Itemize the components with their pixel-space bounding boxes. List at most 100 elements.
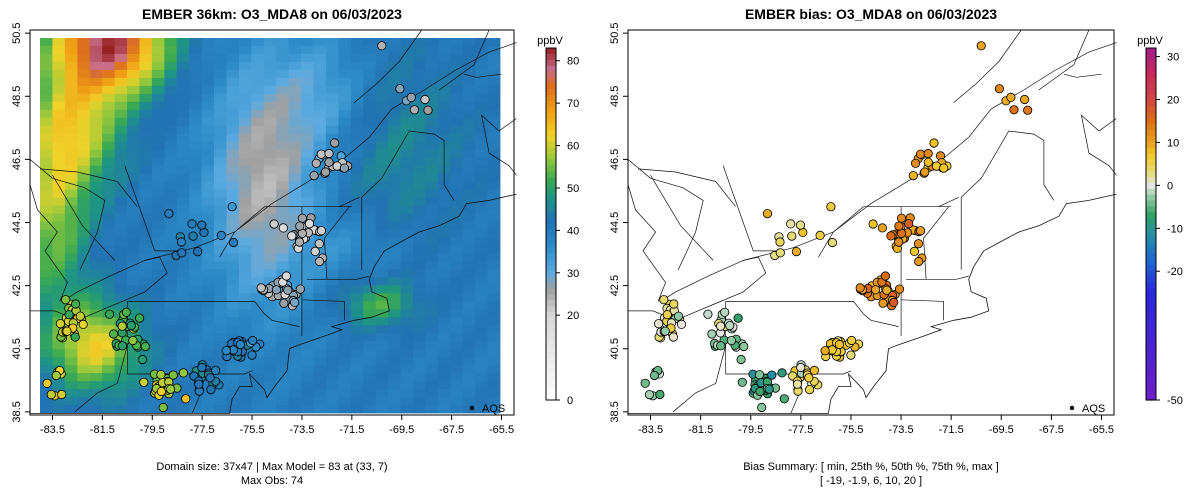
colorbar-tick-label: -20: [1167, 266, 1183, 278]
colorbar-swatch: [1146, 241, 1156, 249]
heatmap-cell: [127, 309, 140, 318]
heatmap-cell: [400, 38, 414, 47]
heatmap-cell: [114, 101, 128, 111]
heatmap-cell: [251, 293, 265, 302]
heatmap-cell: [52, 213, 66, 222]
colorbar-tick-label: 20: [567, 310, 579, 322]
heatmap-cell: [338, 117, 352, 127]
heatmap-cell: [263, 117, 277, 127]
heatmap-cell: [89, 165, 103, 175]
heatmap-cell: [388, 309, 401, 318]
heatmap-cell: [64, 77, 78, 87]
obs-site-point: [235, 339, 246, 350]
heatmap-cell: [388, 229, 401, 238]
heatmap-cell: [350, 205, 364, 214]
heatmap-cell: [350, 69, 364, 79]
heatmap-cell: [288, 389, 302, 398]
heatmap-cell: [102, 125, 115, 135]
obs-site-point: [915, 226, 926, 236]
heatmap-cell: [375, 293, 389, 302]
heatmap-cell: [412, 125, 426, 135]
colorbar-swatch: [546, 294, 556, 301]
obs-site-point: [377, 41, 387, 51]
heatmap-cell: [487, 221, 501, 230]
obs-site-point: [715, 321, 726, 331]
y-tick-label: 42.5: [609, 275, 621, 296]
heatmap-cell: [276, 85, 290, 95]
heatmap-cell: [89, 381, 103, 390]
heatmap-cell: [64, 149, 78, 159]
heatmap-cell: [114, 85, 128, 95]
heatmap-cell: [462, 45, 476, 55]
heatmap-cell: [226, 109, 240, 119]
colorbar-swatch: [546, 106, 556, 114]
heatmap-cell: [437, 213, 451, 222]
obs-site-point: [804, 373, 814, 383]
heatmap-cell: [114, 173, 128, 183]
heatmap-cell: [214, 117, 227, 127]
heatmap-cell: [114, 93, 128, 103]
heatmap-cell: [350, 261, 364, 270]
heatmap-cell: [462, 381, 476, 390]
heatmap-cell: [363, 165, 377, 175]
heatmap-cell: [102, 117, 115, 127]
heatmap-cell: [263, 213, 277, 222]
x-tick-label: -77.5: [788, 424, 813, 436]
heatmap-cell: [64, 133, 78, 143]
heatmap-cell: [263, 349, 277, 358]
obs-site-point: [188, 231, 198, 241]
heatmap-cell: [437, 245, 451, 254]
heatmap-cell: [139, 141, 153, 151]
heatmap-cell: [52, 253, 66, 262]
heatmap-cell: [425, 293, 439, 302]
obs-site-point: [640, 378, 650, 388]
heatmap-cell: [201, 77, 215, 87]
heatmap-cell: [64, 349, 78, 358]
heatmap-cell: [363, 93, 377, 103]
heatmap-cell: [251, 253, 265, 262]
heatmap-cell: [487, 405, 501, 414]
heatmap-cell: [462, 373, 476, 382]
heatmap-cell: [164, 349, 178, 358]
obs-site-point: [716, 341, 726, 351]
heatmap-cell: [462, 317, 476, 326]
colorbar-swatch: [546, 288, 556, 295]
heatmap-cell: [487, 237, 501, 246]
obs-site-point: [804, 384, 815, 395]
heatmap-cell: [102, 381, 115, 390]
heatmap-cell: [114, 357, 128, 366]
heatmap-cell: [325, 405, 339, 414]
heatmap-cell: [64, 405, 78, 414]
heatmap-cell: [450, 109, 464, 119]
heatmap-cell: [400, 285, 414, 294]
heatmap-cell: [388, 405, 401, 414]
heatmap-cell: [89, 357, 103, 366]
heatmap-cell: [214, 149, 227, 159]
obs-site-point: [166, 384, 176, 394]
heatmap-cell: [350, 365, 364, 374]
heatmap-cell: [400, 389, 414, 398]
heatmap-cell: [238, 205, 252, 214]
heatmap-cell: [462, 133, 476, 143]
obs-site-point: [297, 213, 307, 223]
colorbar-swatch: [546, 341, 556, 348]
heatmap-cell: [64, 53, 78, 63]
heatmap-cell: [151, 165, 165, 175]
colorbar-swatch: [1146, 370, 1156, 378]
heatmap-cell: [276, 149, 290, 159]
heatmap-cell: [350, 333, 364, 342]
heatmap-cell: [127, 253, 140, 262]
heatmap-cell: [176, 261, 190, 270]
heatmap-cell: [276, 197, 290, 206]
heatmap-cell: [176, 93, 190, 103]
heatmap-cell: [263, 341, 277, 350]
obs-site-point: [1009, 105, 1019, 115]
heatmap-cell: [189, 405, 203, 414]
heatmap-cell: [176, 325, 190, 334]
heatmap-cell: [251, 125, 265, 135]
heatmap-cell: [214, 61, 227, 71]
heatmap-cell: [475, 301, 488, 310]
heatmap-cell: [400, 117, 414, 127]
heatmap-cell: [139, 181, 153, 190]
heatmap-cell: [89, 325, 103, 334]
